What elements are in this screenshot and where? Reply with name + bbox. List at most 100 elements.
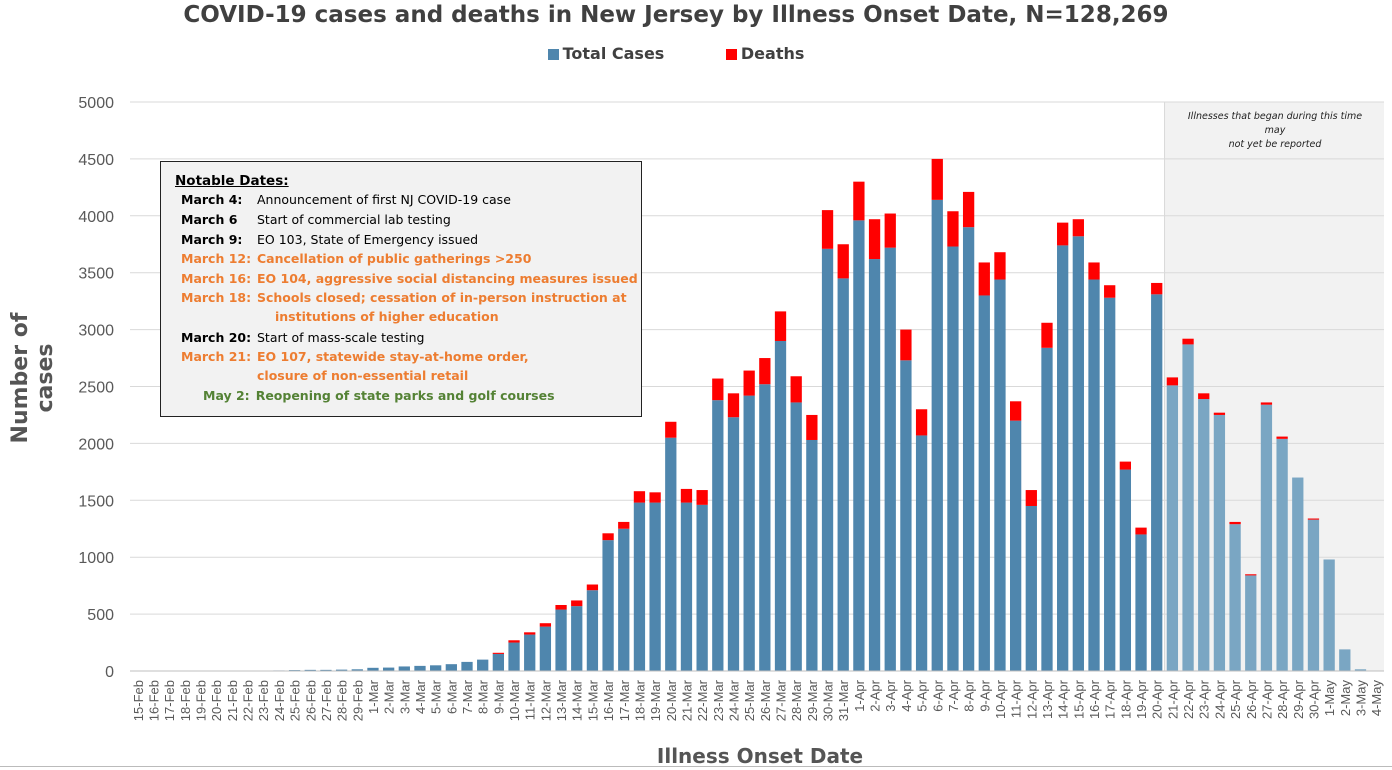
bar-total-cases [712, 400, 724, 671]
bar-deaths [915, 409, 928, 436]
unreported-note-line-2: may [1264, 125, 1286, 136]
x-tick-label: 15-Feb [131, 680, 146, 721]
bar-total-cases [821, 248, 834, 671]
notable-date-item: March 16: EO 104, aggressive social dista… [181, 271, 638, 286]
notable-date-text: Reopening of state parks and golf course… [255, 388, 555, 403]
notable-date-label: March 21: [181, 349, 252, 364]
bar-total-cases [320, 669, 332, 671]
x-tick-label: 25-Feb [288, 680, 303, 721]
bar-total-cases [900, 360, 912, 671]
bar-total-cases [304, 669, 316, 671]
x-tick-label: 11-Apr [1009, 679, 1024, 718]
x-tick-label: 17-Mar [617, 679, 632, 721]
notable-date-label: March 18: [181, 290, 252, 305]
x-tick-label: 21-Apr [1165, 679, 1180, 719]
x-tick-label: 19-Apr [1134, 679, 1149, 719]
notable-date-text: EO 107, statewide stay-at-home order, [257, 349, 529, 364]
notable-date-item: March 20: Start of mass-scale testing [181, 330, 424, 345]
bar-total-cases [1072, 236, 1084, 671]
x-tick-label: 21-Mar [679, 679, 694, 721]
bar-total-cases [994, 279, 1006, 671]
x-tick-label: 1-Apr [852, 679, 867, 711]
x-tick-label: 31-Mar [836, 679, 851, 721]
x-tick-label: 16-Mar [601, 679, 616, 721]
x-tick-label: 28-Apr [1275, 679, 1290, 719]
x-tick-label: 2-May [1338, 680, 1353, 717]
bar-deaths [1213, 412, 1226, 415]
notable-date-text: Start of commercial lab testing [257, 212, 451, 227]
unreported-period-note: Illnesses that began during this time ma… [1172, 110, 1378, 152]
bar-total-cases [445, 664, 457, 671]
notable-date-text: Schools closed; cessation of in-person i… [257, 290, 627, 305]
x-tick-label: 29-Feb [350, 680, 365, 721]
x-tick-label: 15-Apr [1071, 679, 1086, 719]
bar-deaths [508, 640, 520, 643]
notable-date-item: March 18: Schools closed; cessation of in… [181, 290, 627, 305]
x-tick-label: 12-Mar [538, 679, 553, 721]
x-tick-label: 4-Apr [899, 679, 914, 711]
bar-deaths [994, 252, 1006, 280]
x-tick-label: 28-Mar [789, 679, 804, 721]
y-tick-label: 0 [105, 664, 114, 681]
x-tick-label: 24-Apr [1212, 679, 1227, 719]
notable-date-label: May 2: [203, 388, 250, 403]
bar-deaths [602, 533, 614, 541]
bar-total-cases [806, 439, 818, 671]
x-tick-label: 23-Apr [1197, 679, 1212, 719]
bar-deaths [618, 521, 630, 529]
x-tick-label: 17-Feb [162, 680, 177, 721]
x-tick-label: 7-Apr [946, 679, 961, 711]
bar-total-cases [586, 590, 599, 671]
bar-total-cases [1088, 279, 1100, 671]
bar-total-cases [1009, 420, 1022, 671]
x-axis-label: Illness Onset Date [656, 744, 864, 768]
bar-deaths [806, 414, 818, 440]
x-tick-label: 3-Mar [397, 679, 412, 714]
bar-total-cases [884, 247, 896, 671]
notable-date-label: March 20: [181, 330, 252, 345]
bar-total-cases [947, 246, 959, 671]
x-tick-label: 3-Apr [883, 679, 898, 711]
x-tick-label: 8-Apr [962, 679, 977, 711]
bar-total-cases [1292, 477, 1304, 671]
bar-deaths [665, 421, 677, 438]
y-tick-label: 2000 [78, 436, 114, 453]
bar-total-cases [351, 669, 363, 671]
bar-deaths [586, 584, 599, 591]
x-tick-label: 17-Apr [1103, 679, 1118, 719]
x-tick-label: 5-Apr [915, 679, 930, 711]
notable-date-text: Cancellation of public gatherings >250 [257, 251, 532, 266]
bar-total-cases [1323, 559, 1335, 671]
chart-legend: Total Cases Deaths [0, 44, 1352, 63]
x-tick-label: 20-Feb [209, 680, 224, 721]
x-tick-label: 14-Apr [1056, 679, 1071, 719]
x-tick-label: 19-Mar [648, 679, 663, 721]
bar-total-cases [1025, 505, 1037, 671]
bar-deaths [1151, 282, 1163, 295]
bar-deaths [1009, 401, 1022, 421]
notable-date-item: March 21: EO 107, statewide stay-at-home … [181, 349, 529, 364]
notable-date-text: Start of mass-scale testing [257, 330, 425, 345]
bar-total-cases [1213, 414, 1226, 671]
bar-deaths [821, 210, 834, 249]
bar-deaths [1307, 518, 1320, 520]
bar-total-cases [1229, 524, 1241, 671]
notable-dates-box: Notable Dates: March 4: Announcement of f… [160, 161, 642, 417]
notable-dates-heading: Notable Dates: [175, 173, 289, 189]
notable-date-text-continued: institutions of higher education [275, 309, 499, 324]
x-tick-label: 30-Mar [821, 679, 836, 721]
bar-total-cases [1307, 519, 1320, 671]
bar-deaths [680, 488, 693, 503]
bar-deaths [978, 262, 990, 296]
bar-total-cases [492, 653, 505, 671]
bar-total-cases [649, 502, 661, 671]
bar-deaths [931, 158, 943, 200]
x-tick-label: 4-May [1369, 680, 1384, 717]
bar-total-cases [367, 667, 379, 671]
x-tick-label: 22-Feb [241, 680, 256, 721]
bar-total-cases [696, 504, 708, 671]
x-tick-label: 29-Mar [805, 679, 820, 721]
legend-label-deaths: Deaths [740, 44, 805, 63]
legend-swatch-total-cases [547, 49, 559, 60]
x-tick-label: 25-Mar [742, 679, 757, 721]
